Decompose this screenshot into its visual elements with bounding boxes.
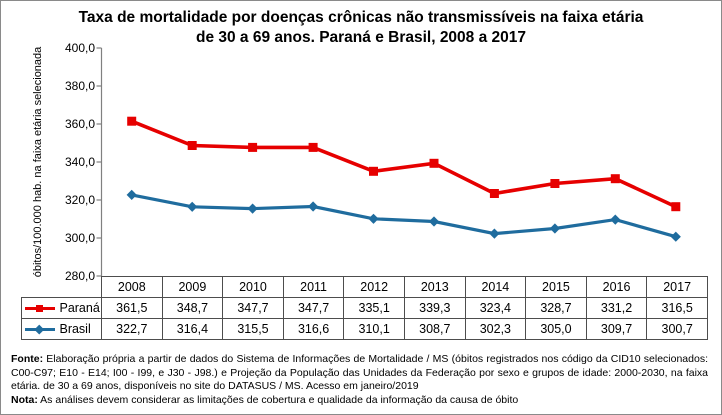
value-cell: 331,2 (585, 297, 648, 319)
value-cell: 315,5 (222, 318, 284, 340)
year-header: 2009 (161, 276, 224, 298)
value-cell: 323,4 (464, 297, 527, 319)
year-header: 2017 (646, 276, 708, 298)
line-chart (96, 47, 681, 277)
year-header: 2012 (343, 276, 405, 298)
chart-title: Taxa de mortalidade por doenças crônicas… (78, 9, 644, 47)
y-tick-label: 380,0 (64, 79, 95, 93)
brasil-series-key (25, 324, 55, 335)
table-row-parana: Paraná 361,5 348,7 347,7 347,7 335,1 339… (21, 297, 708, 319)
year-header: 2010 (222, 276, 284, 298)
value-cell: 361,5 (101, 297, 163, 319)
fonte-text: Elaboração própria a partir de dados do … (11, 353, 708, 393)
y-tick-label: 360,0 (64, 117, 95, 131)
value-cell: 316,5 (646, 297, 708, 319)
nota-label: Nota: (11, 393, 38, 406)
table-row-years: 2008 2009 2010 2011 2012 2013 2014 2015 … (22, 276, 708, 298)
fonte-label: Fonte: (11, 353, 44, 365)
fonte-paragraph: Fonte: Elaboração própria a partir de da… (11, 353, 708, 394)
y-tick-label: 400,0 (64, 41, 95, 55)
year-header: 2014 (464, 276, 527, 298)
value-cell: 300,7 (646, 318, 708, 340)
value-cell: 347,7 (222, 297, 284, 319)
year-header: 2015 (525, 276, 587, 298)
data-table: 2008 2009 2010 2011 2012 2013 2014 2015 … (21, 276, 708, 340)
footnote: Fonte: Elaboração própria a partir de da… (11, 353, 708, 408)
value-cell: 316,6 (282, 318, 345, 340)
value-cell: 310,1 (343, 318, 405, 340)
y-tick-label: 320,0 (64, 193, 95, 207)
value-cell: 335,1 (343, 297, 405, 319)
parana-series-key (25, 303, 55, 314)
table-row-brasil: Brasil 322,7 316,4 315,5 316,6 310,1 308… (21, 318, 708, 340)
year-header: 2011 (282, 276, 345, 298)
value-cell: 316,4 (161, 318, 224, 340)
value-cell: 328,7 (525, 297, 587, 319)
value-cell: 339,3 (403, 297, 466, 319)
y-tick-label: 280,0 (64, 269, 95, 283)
value-cell: 322,7 (101, 318, 163, 340)
red-square-marker-icon (36, 304, 43, 312)
y-tick-label: 340,0 (64, 155, 95, 169)
nota-text: As análises devem considerar as limitaçõ… (37, 393, 519, 406)
legend-cell-brasil: Brasil (21, 318, 102, 340)
year-header: 2008 (101, 276, 163, 298)
series-label-parana: Paraná (59, 301, 100, 316)
year-header: 2016 (585, 276, 648, 298)
nota-paragraph: Nota: As análises devem considerar as li… (11, 394, 708, 408)
value-cell: 309,7 (585, 318, 648, 340)
value-cell: 305,0 (525, 318, 587, 340)
year-header: 2013 (403, 276, 466, 298)
value-cell: 348,7 (161, 297, 224, 319)
value-cell: 308,7 (403, 318, 466, 340)
value-cell: 347,7 (282, 297, 345, 319)
table-corner-cell (22, 277, 102, 298)
series-label-brasil: Brasil (59, 322, 91, 337)
blue-diamond-marker-icon (34, 324, 44, 334)
value-cell: 302,3 (464, 318, 527, 340)
legend-cell-parana: Paraná (21, 297, 102, 319)
y-tick-label: 300,0 (64, 231, 95, 245)
